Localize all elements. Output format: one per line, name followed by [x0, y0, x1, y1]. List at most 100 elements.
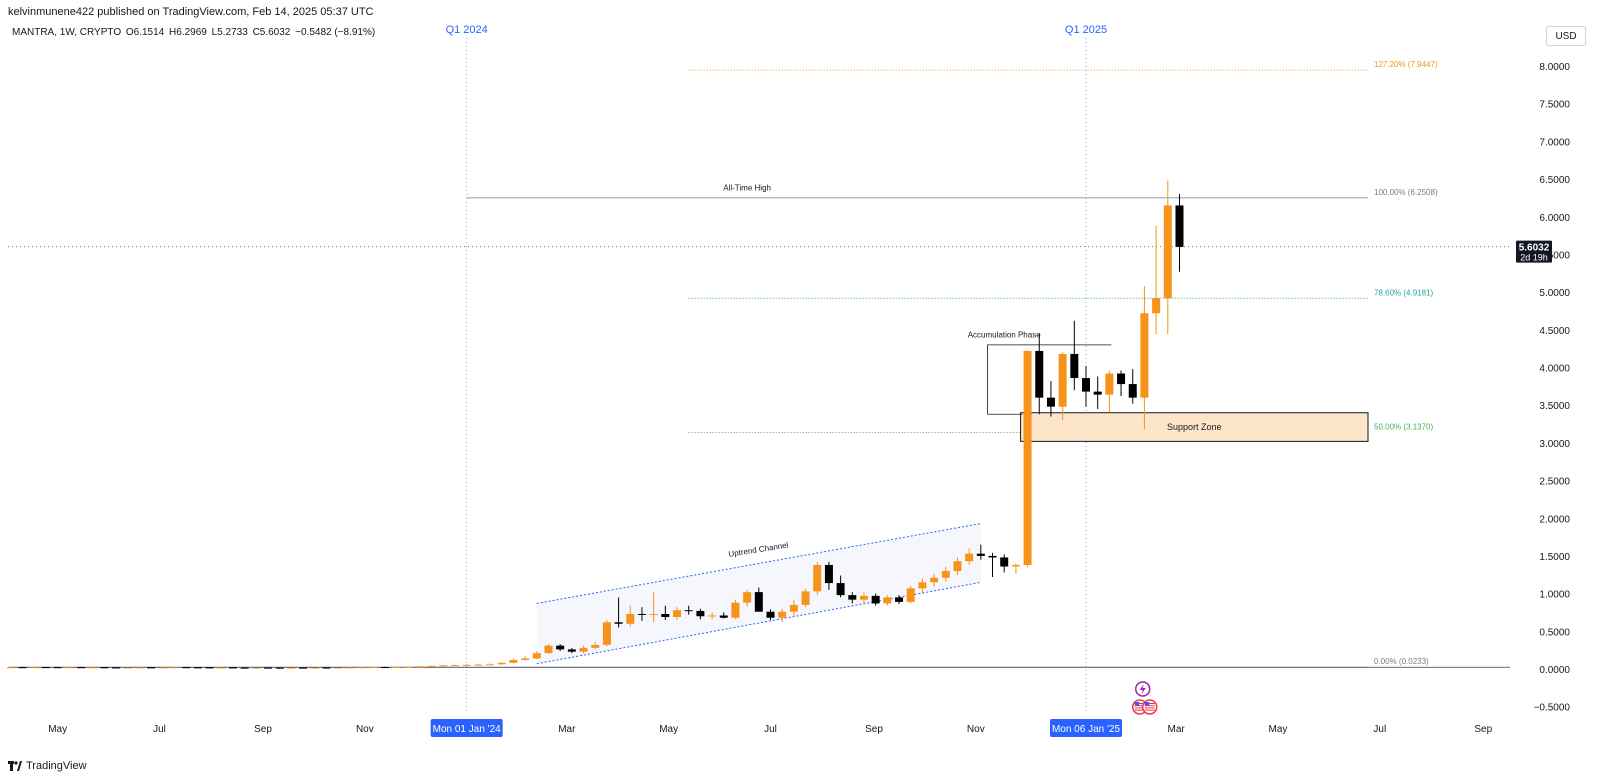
candle-body [147, 667, 156, 669]
candle-body [415, 666, 424, 668]
candle-body [801, 591, 810, 605]
candle-body [369, 667, 378, 669]
candle-body [626, 613, 635, 624]
x-axis-tick-label: Sep [254, 724, 272, 735]
y-axis-tick-label: 0.0000 [1539, 665, 1570, 676]
candle [836, 575, 845, 598]
candle [1035, 333, 1044, 415]
candle-body [217, 667, 226, 669]
y-axis-tick-label: 4.0000 [1539, 364, 1570, 375]
candle-body [661, 613, 670, 617]
candle [77, 666, 86, 669]
candle [299, 667, 308, 669]
candle-body [462, 664, 471, 666]
y-axis-tick-label: 1.5000 [1539, 552, 1570, 563]
candle [637, 607, 646, 621]
y-axis-tick-label: −0.5000 [1534, 703, 1571, 714]
candle [731, 599, 740, 620]
candle-body [228, 667, 237, 669]
brand-footer[interactable]: TradingView [8, 760, 87, 772]
candle [322, 667, 331, 669]
candle-body [836, 583, 845, 596]
candle [708, 612, 717, 620]
candle [369, 666, 378, 669]
candle-body [1058, 353, 1067, 407]
candle [415, 666, 424, 668]
candle-body [743, 592, 752, 603]
candle [287, 667, 296, 669]
flag-stripe [1134, 707, 1145, 709]
fib-level-label: 127.20% (7.9447) [1374, 60, 1438, 69]
x-axis-tick-label: Mar [558, 724, 576, 735]
candle-body [299, 667, 308, 669]
candle-body [637, 613, 646, 615]
y-axis-tick-label: 7.5000 [1539, 100, 1570, 111]
candle-body [182, 667, 191, 669]
candle-body [65, 667, 74, 669]
candle [30, 666, 39, 669]
candle [53, 666, 62, 669]
chart-annotation: Uptrend Channel [728, 540, 789, 558]
candle-body [30, 667, 39, 669]
candle [1152, 225, 1161, 335]
y-axis-tick-label: 6.5000 [1539, 175, 1570, 186]
candle [544, 644, 553, 654]
candle [450, 664, 459, 667]
candle [112, 667, 121, 669]
candle [521, 656, 530, 661]
candle [497, 662, 506, 665]
y-axis-tick-label: 5.0000 [1539, 288, 1570, 299]
candle [591, 641, 600, 650]
candle [1128, 369, 1137, 404]
candle [100, 667, 109, 669]
candle-body [439, 665, 448, 667]
candle [754, 587, 763, 612]
candle-body [392, 666, 401, 668]
candle-body [579, 647, 588, 652]
candle-body [649, 613, 658, 615]
candle-body [497, 662, 506, 665]
flag-stripe [1144, 703, 1155, 704]
candle-body [976, 553, 985, 556]
candle-body [264, 667, 273, 669]
y-axis-tick-label: 3.0000 [1539, 439, 1570, 450]
candle-body [883, 597, 892, 604]
candle-body [322, 667, 331, 669]
candle-body [18, 667, 27, 669]
candle [252, 667, 261, 669]
candle-body [1023, 350, 1032, 565]
candle [509, 658, 518, 664]
candle-body [824, 564, 833, 584]
currency-button[interactable]: USD [1546, 26, 1586, 46]
candle [859, 592, 868, 605]
candle [883, 595, 892, 606]
candle-body [918, 582, 927, 589]
candle-body [1105, 373, 1114, 395]
candle-body [1011, 564, 1020, 567]
candle-body [6, 667, 15, 669]
candle-body [1070, 353, 1079, 379]
candle-body [778, 611, 787, 618]
candle-body [848, 595, 857, 600]
y-axis-tick-label: 8.0000 [1539, 62, 1570, 73]
candle [719, 612, 728, 619]
candle [556, 644, 565, 651]
candle [193, 667, 202, 669]
candle-body [673, 610, 682, 617]
candle [310, 667, 319, 669]
candle-body [684, 610, 693, 612]
candle-body [871, 595, 880, 604]
candle-body [404, 666, 413, 668]
ohlc-low: L5.2733 [211, 27, 248, 38]
candle [602, 620, 611, 647]
candle-body [789, 604, 798, 612]
candle-body [240, 667, 249, 669]
candle-body [158, 667, 167, 669]
candle [427, 665, 436, 667]
flag-stripe [1134, 705, 1145, 707]
candle [1070, 320, 1079, 391]
lightning-event-icon [1134, 681, 1151, 697]
candle [848, 592, 857, 604]
x-axis-tick-label: Mar [1168, 724, 1186, 735]
